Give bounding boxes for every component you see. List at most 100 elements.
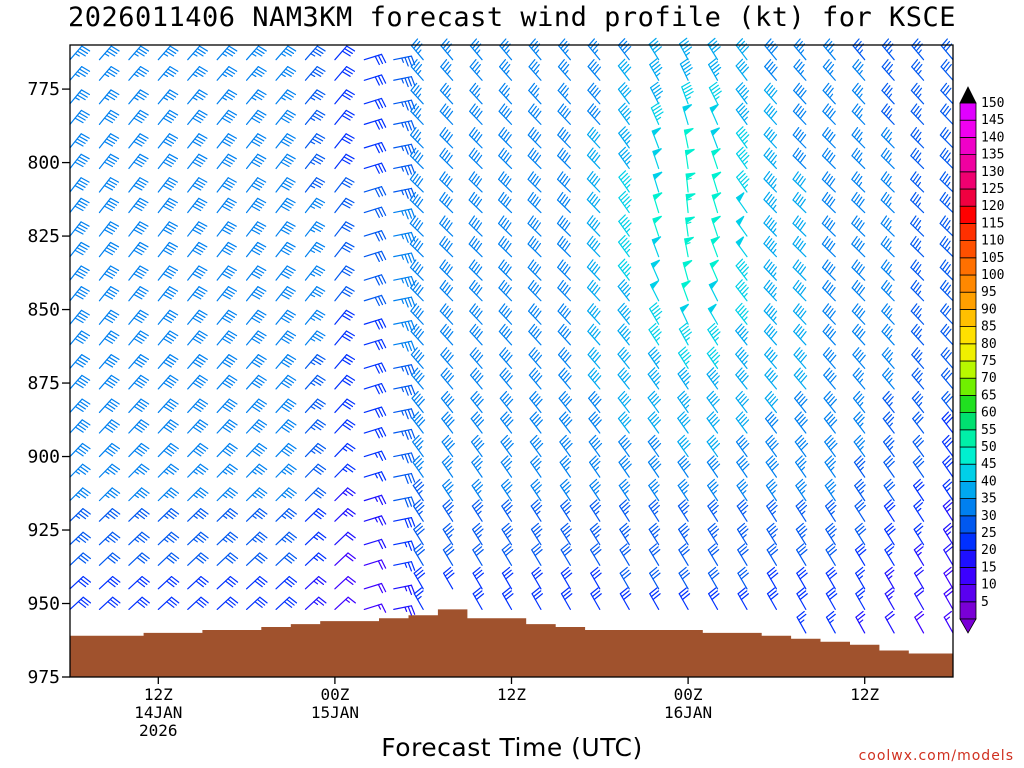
wind-barb (216, 153, 237, 170)
wind-barb (500, 434, 514, 458)
wind-barb (98, 65, 120, 81)
x-tick-label: 16JAN (664, 703, 712, 722)
wind-barb (304, 442, 327, 458)
colorbar-label: 10 (981, 578, 997, 593)
wind-barb (618, 126, 632, 149)
colorbar-segment (959, 222, 977, 241)
wind-barb (586, 215, 601, 237)
wind-barb (763, 103, 778, 125)
wind-barb (763, 323, 778, 346)
wind-barb (469, 38, 483, 61)
colorbar-label: 100 (981, 268, 1004, 283)
colorbar-label: 50 (981, 440, 997, 455)
wind-barb (619, 566, 632, 590)
wind-barb (128, 552, 150, 566)
wind-barb (98, 241, 120, 258)
wind-barb (69, 177, 90, 193)
wind-barb (393, 428, 416, 440)
wind-barb (409, 215, 424, 237)
wind-barb (793, 59, 807, 81)
source-credit[interactable]: coolwx.com/models (858, 748, 1014, 764)
wind-barb (128, 508, 150, 522)
wind-barb (334, 265, 355, 281)
wind-barb (128, 575, 150, 590)
wind-barb (735, 411, 750, 434)
colorbar-label: 80 (981, 337, 997, 352)
wind-barb (363, 230, 387, 242)
wind-barb (586, 191, 601, 214)
wind-barb (677, 411, 691, 434)
wind-barb (334, 531, 356, 546)
wind-barb (763, 235, 778, 258)
wind-barb (187, 221, 208, 237)
wind-barb (940, 323, 954, 346)
wind-barb (69, 398, 91, 414)
wind-barb (765, 478, 778, 502)
wind-barb (912, 455, 925, 478)
wind-barb (410, 59, 424, 81)
wind-barb (439, 279, 454, 302)
wind-barb (527, 191, 542, 214)
wind-barb (683, 127, 694, 149)
wind-barb (707, 303, 719, 325)
wind-barb (304, 109, 326, 125)
wind-barb (439, 235, 454, 258)
wind-barb (912, 411, 925, 434)
wind-barb (187, 552, 209, 566)
wind-barb (98, 286, 120, 302)
wind-barb (440, 38, 454, 61)
colorbar-label: 5 (981, 595, 989, 610)
wind-barb (735, 434, 750, 458)
wind-barb (855, 587, 866, 610)
wind-barb (363, 74, 387, 86)
wind-barb (334, 398, 356, 414)
colorbar-label: 135 (981, 148, 1004, 163)
wind-barb (275, 552, 297, 566)
x-tick-label: 12Z (144, 685, 173, 704)
wind-barb (216, 508, 239, 522)
wind-barb (764, 58, 778, 81)
wind-barb (706, 434, 721, 458)
wind-barb (649, 58, 663, 81)
wind-barb (98, 463, 121, 478)
wind-barb (128, 153, 149, 170)
wind-barb (648, 499, 660, 522)
wind-barb (128, 463, 150, 478)
wind-barb (910, 103, 925, 125)
wind-barb (649, 81, 663, 105)
wind-barb (678, 37, 693, 61)
wind-barb (821, 147, 836, 170)
wind-barb (442, 499, 454, 522)
wind-barb (442, 478, 454, 502)
wind-barb (821, 259, 836, 281)
colorbar-segment (959, 601, 977, 620)
wind-barb (275, 309, 296, 325)
wind-barb (304, 221, 326, 237)
wind-barb (363, 494, 387, 506)
x-tick-label: 00Z (674, 685, 703, 704)
wind-barb (304, 286, 326, 302)
wind-barb (69, 286, 90, 302)
wind-barb (69, 265, 90, 281)
wind-barb (557, 103, 571, 125)
wind-barb (246, 265, 267, 281)
wind-barb (940, 103, 954, 125)
wind-barb (559, 434, 573, 458)
wind-barb (531, 587, 543, 610)
wind-barb (617, 38, 632, 61)
wind-barb (216, 197, 237, 214)
wind-barb (69, 442, 91, 458)
wind-barb (647, 455, 662, 478)
wind-barb (216, 309, 238, 325)
wind-barb (825, 566, 838, 590)
wind-barb (246, 109, 267, 125)
wind-barb (557, 323, 572, 346)
wind-barb (559, 478, 572, 502)
colorbar-label: 140 (981, 130, 1004, 145)
wind-barb (619, 522, 631, 546)
wind-barb (275, 45, 297, 61)
wind-barb (684, 236, 694, 258)
wind-barb (69, 330, 91, 346)
colorbar: 5 10 15 20 25 30 35 40 45 50 55 60 65 70 75 80 85 90 95 100… (959, 86, 1004, 634)
colorbar-segment (959, 360, 977, 379)
